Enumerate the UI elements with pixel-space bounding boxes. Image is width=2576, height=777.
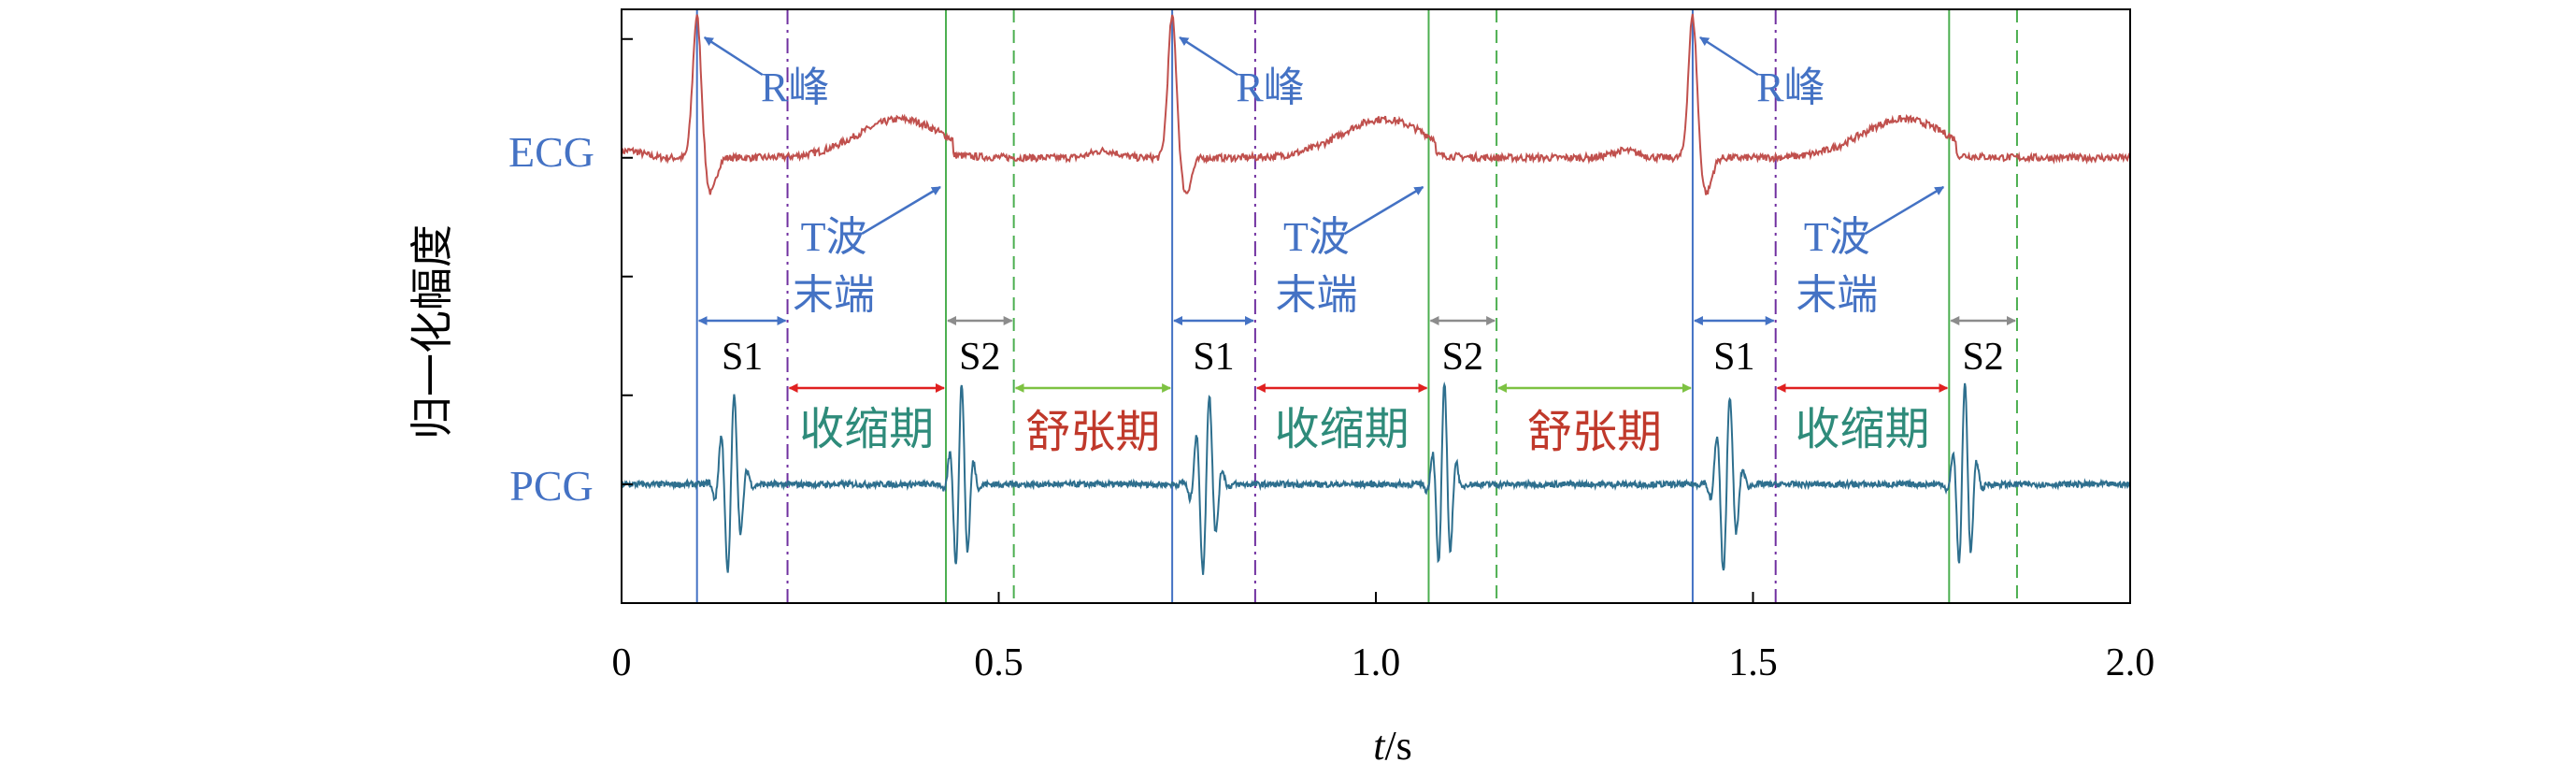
axis-ticks: 0 0.5 1.0 1.5 2.0 bbox=[612, 37, 2155, 684]
s1-label: S1 bbox=[722, 336, 763, 379]
ecg-series-label: ECG bbox=[508, 128, 594, 176]
x-axis-label-var: t bbox=[1373, 723, 1386, 769]
t-wave-label: T波 bbox=[801, 214, 867, 260]
t-wave-label: T波 bbox=[1283, 214, 1350, 260]
s2-label: S2 bbox=[1442, 336, 1483, 379]
t-wave-end-label: 末端 bbox=[1275, 272, 1357, 318]
s1-label: S1 bbox=[1713, 336, 1754, 379]
pcg-series-label: PCG bbox=[509, 462, 593, 510]
s2-label: S2 bbox=[959, 336, 1000, 379]
r-peak-arrow bbox=[703, 36, 764, 77]
y-axis-label: 归一化幅度 bbox=[408, 224, 456, 439]
x-tick-label: 0 bbox=[612, 641, 632, 684]
diastole-label: 舒张期 bbox=[1025, 408, 1160, 457]
systole-label: 收缩期 bbox=[799, 405, 934, 454]
t-wave-end-label: 末端 bbox=[1796, 272, 1878, 318]
signals-layer bbox=[621, 13, 2131, 575]
s2-label: S2 bbox=[1962, 336, 2003, 379]
t-wave-end-label: 末端 bbox=[793, 272, 875, 318]
r-peak-arrow bbox=[1179, 36, 1238, 77]
t-wave-arrow bbox=[1864, 185, 1945, 236]
x-tick-label: 0.5 bbox=[974, 641, 1023, 684]
r-peak-label: R峰 bbox=[1236, 65, 1304, 110]
t-wave-label: T波 bbox=[1804, 214, 1870, 260]
pcg-series-line bbox=[621, 381, 2131, 575]
r-peak-label: R峰 bbox=[761, 65, 829, 110]
systole-label: 收缩期 bbox=[1275, 405, 1410, 454]
axis-labels: 归一化幅度 ECG PCG t/s bbox=[408, 128, 1412, 769]
x-tick-label: 1.0 bbox=[1352, 641, 1401, 684]
x-tick-label: 2.0 bbox=[2106, 641, 2155, 684]
r-peak-label: R峰 bbox=[1756, 65, 1825, 110]
x-axis-label: t/s bbox=[1373, 723, 1412, 769]
diastole-label: 舒张期 bbox=[1527, 408, 1662, 457]
ecg-series-line bbox=[621, 13, 2131, 195]
t-wave-arrow bbox=[861, 185, 941, 236]
x-tick-label: 1.5 bbox=[1728, 641, 1778, 684]
s1-label: S1 bbox=[1193, 336, 1234, 379]
t-wave-arrow bbox=[1343, 185, 1424, 236]
systole-label: 收缩期 bbox=[1796, 405, 1930, 454]
r-peak-arrow bbox=[1699, 36, 1759, 77]
x-axis-label-unit: /s bbox=[1384, 723, 1411, 769]
